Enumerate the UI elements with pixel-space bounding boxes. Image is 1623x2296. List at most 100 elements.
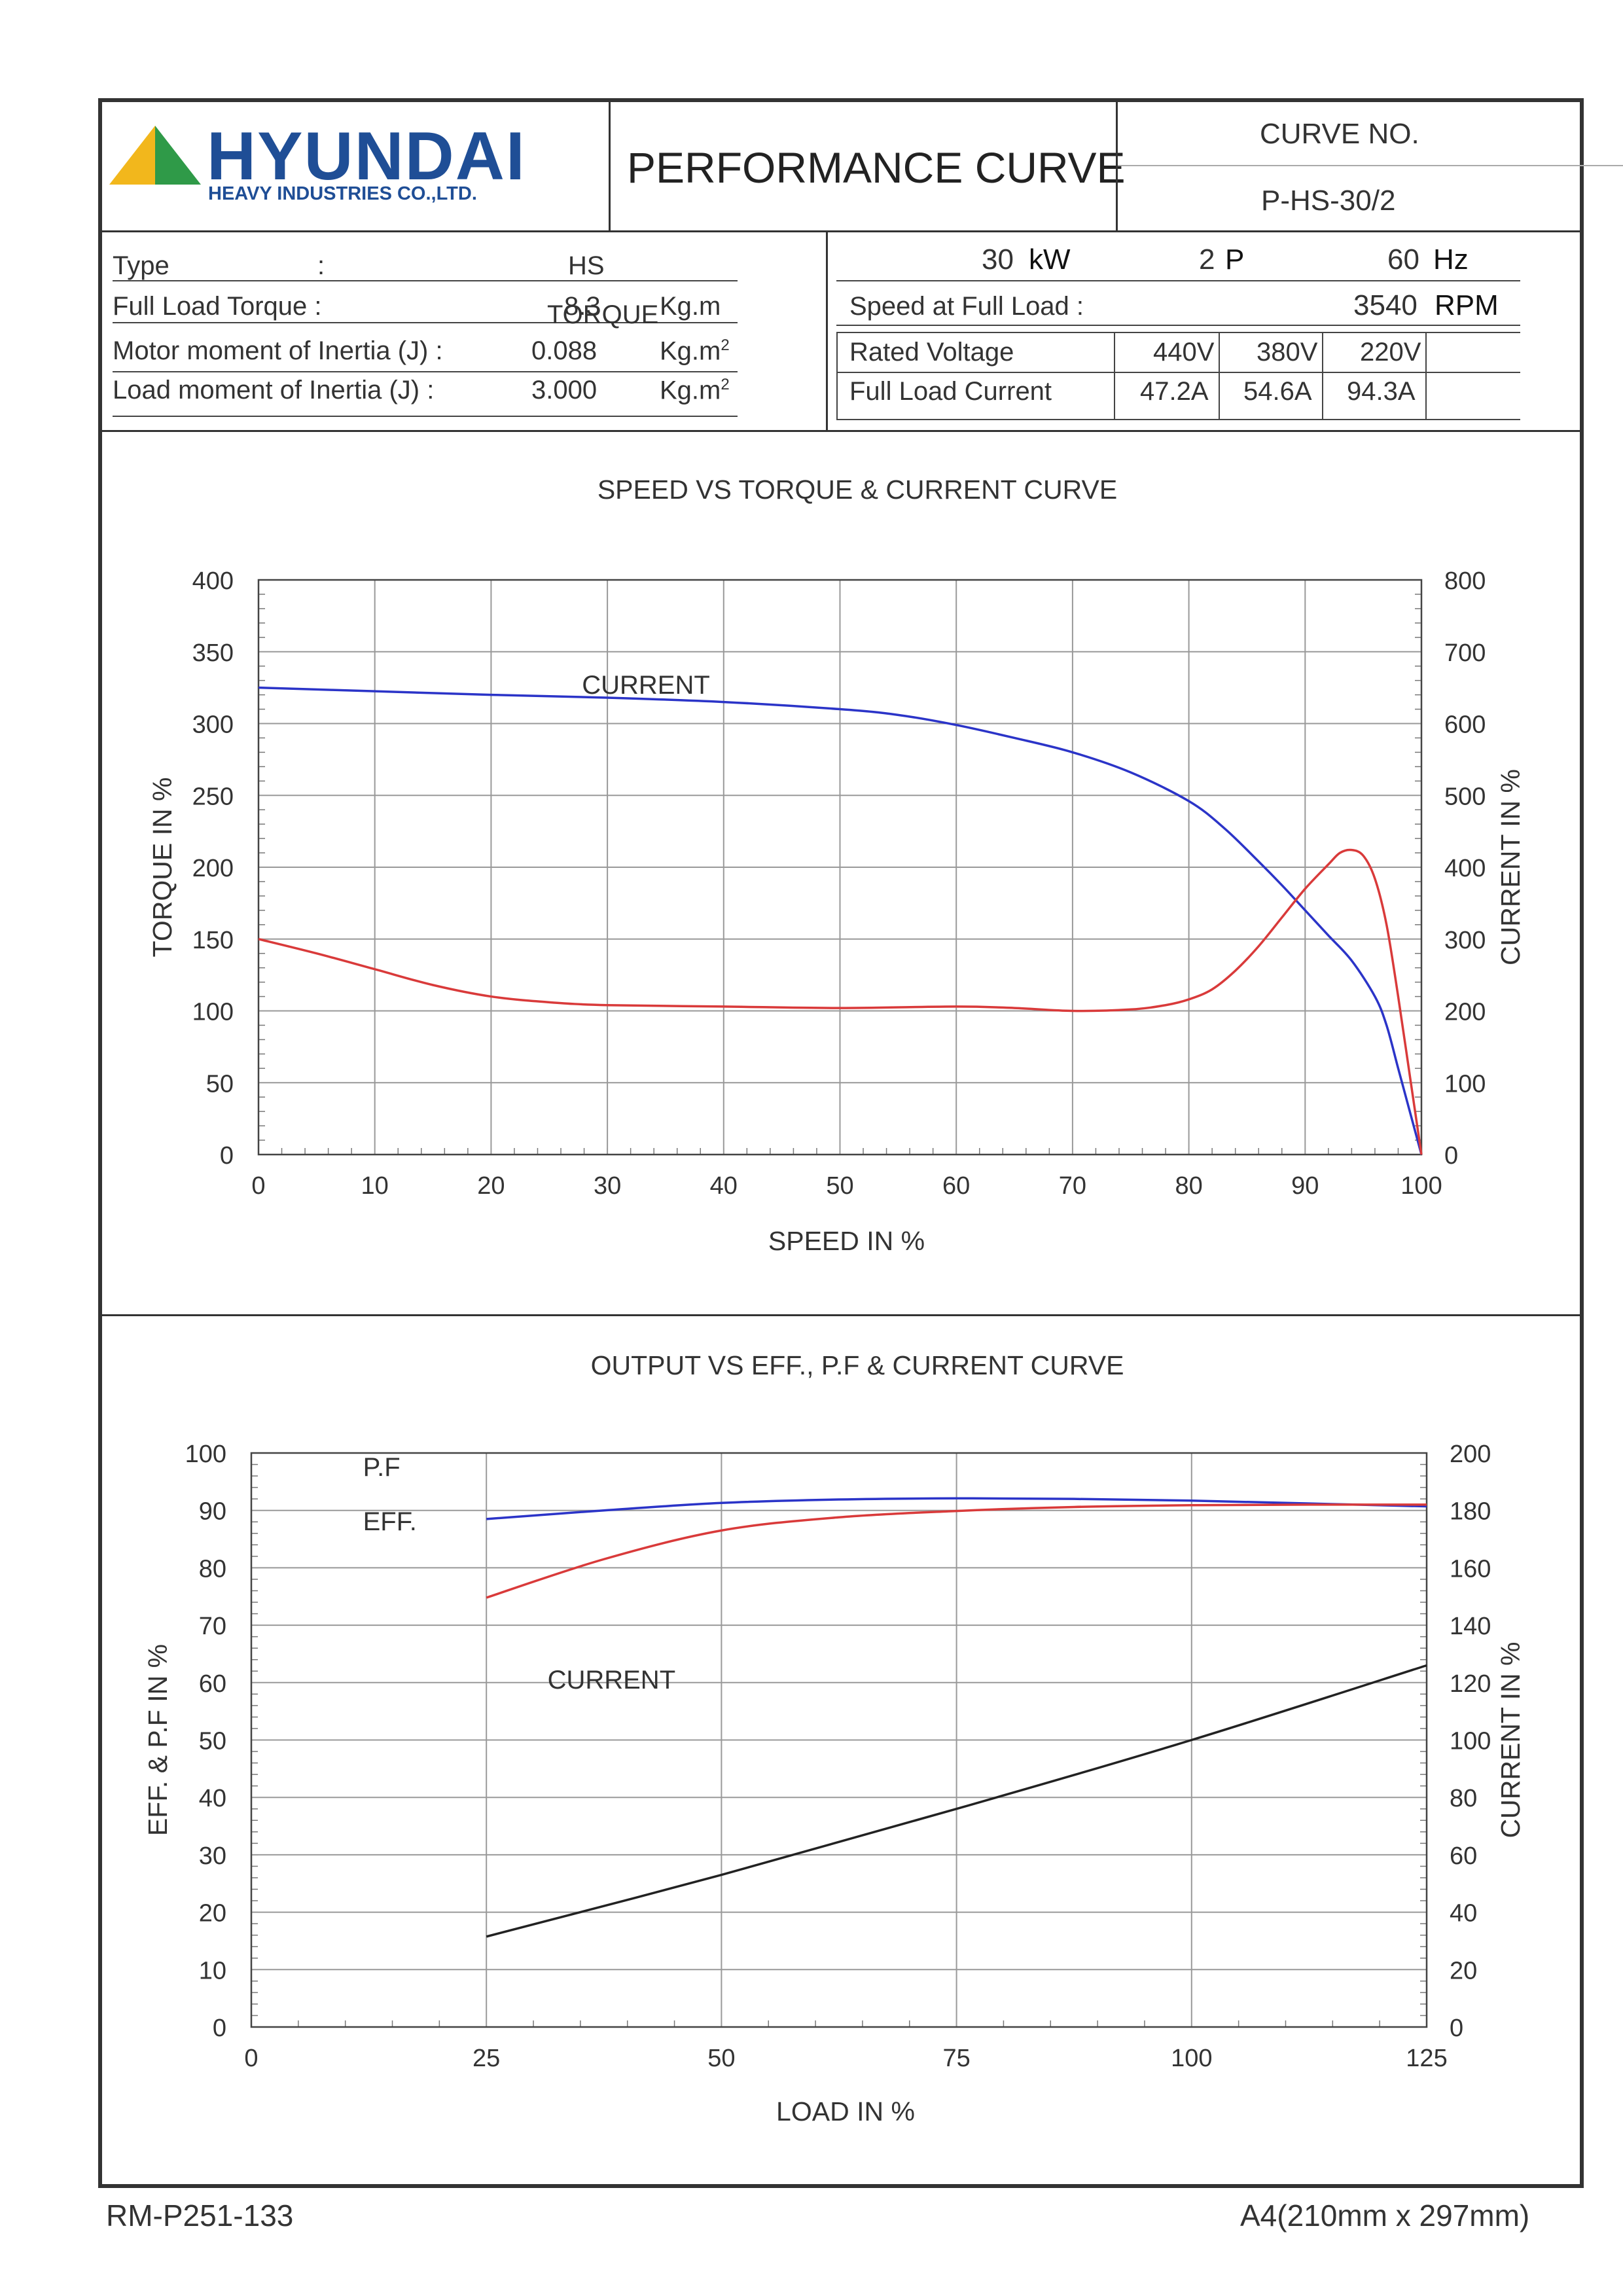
chart1-y-tick-label: 100	[192, 999, 234, 1026]
chart2-y2-tick-label: 120	[1450, 1670, 1491, 1698]
chart1-x-tick-label: 80	[1175, 1172, 1202, 1200]
chart1-series-torque-line	[258, 848, 1423, 1155]
chart2-y-tick-label: 50	[199, 1728, 226, 1755]
chart1-y-tick-label: 250	[192, 783, 234, 810]
chart2-y2-tick-label: 180	[1450, 1498, 1491, 1526]
chart1-annotation-torque: TORQUE	[547, 300, 658, 329]
chart1-x-tick-label: 20	[477, 1172, 505, 1200]
chart2-y-tick-label: 40	[199, 1785, 226, 1812]
chart2-x-tick-label: 75	[942, 2045, 970, 2072]
power-unit: kW	[1029, 243, 1071, 276]
load-inertia-label: Load moment of Inertia (J) :	[113, 376, 435, 404]
chart2-x-tick-label: 125	[1406, 2045, 1447, 2072]
chart1-x-tick-label: 60	[942, 1172, 970, 1200]
page-title: PERFORMANCE CURVE	[627, 143, 1126, 192]
chart1-y2-tick-label: 700	[1444, 639, 1486, 667]
chart2-y2-tick-label: 160	[1450, 1555, 1491, 1583]
frequency-unit: Hz	[1433, 243, 1469, 276]
curve-no-label: CURVE NO.	[1260, 118, 1419, 150]
chart1-y2-tick-label: 600	[1444, 711, 1486, 739]
type-value: HS	[568, 251, 605, 280]
chart1-x-tick-label: 40	[710, 1172, 738, 1200]
chart2-x-tick-label: 0	[244, 2045, 258, 2072]
chart2-y-tick-label: 30	[199, 1842, 226, 1870]
chart1-y2-tick-label: 800	[1444, 567, 1486, 595]
speed-value: 3540	[1353, 289, 1418, 321]
chart1-y-tick-label: 350	[192, 639, 234, 667]
chart1-y-tick-label: 300	[192, 711, 234, 739]
current-220: 94.3A	[1347, 377, 1416, 406]
chart1-y-tick-label: 0	[220, 1142, 234, 1170]
chart1-x-tick-label: 10	[361, 1172, 389, 1200]
chart1-y2-tick-label: 300	[1444, 927, 1486, 954]
voltage-440: 440V	[1153, 338, 1215, 367]
load-inertia-value: 3.000	[531, 376, 597, 404]
chart1-y-axis-label: TORQUE IN %	[147, 778, 177, 958]
chart2-title: OUTPUT VS EFF., P.F & CURRENT CURVE	[591, 1350, 1124, 1380]
type-label: Type	[113, 251, 169, 280]
chart2-y-tick-label: 0	[213, 2015, 226, 2042]
logo-text: HYUNDAI	[207, 118, 526, 194]
rated-voltage-label: Rated Voltage	[849, 338, 1014, 367]
paper-size: A4(210mm x 297mm)	[1240, 2198, 1530, 2233]
current-380: 54.6A	[1243, 377, 1312, 406]
chart2-annotation-current: CURRENT	[548, 1666, 676, 1695]
power-value: 30	[982, 243, 1014, 276]
logo-triangle-icon	[109, 126, 201, 185]
chart2-series-p-f-line	[486, 1503, 1427, 1599]
chart2-x-tick-label: 25	[473, 2045, 500, 2072]
chart2-y-tick-label: 90	[199, 1498, 226, 1526]
chart2-y2-tick-label: 40	[1450, 1900, 1477, 1928]
chart2-y2-tick-label: 20	[1450, 1957, 1477, 1984]
chart2-x-axis-label: LOAD IN %	[776, 2096, 915, 2126]
chart1-y2-tick-label: 400	[1444, 855, 1486, 882]
poles-unit: P	[1225, 243, 1245, 276]
chart2-y-tick-label: 100	[185, 1441, 226, 1468]
chart2-y2-tick-label: 200	[1450, 1441, 1491, 1468]
chart1-x-axis-label: SPEED IN %	[768, 1226, 925, 1256]
chart2-y-tick-label: 10	[199, 1957, 226, 1984]
chart2-series-current-line	[486, 1664, 1427, 1938]
chart2-y2-tick-label: 60	[1450, 1842, 1477, 1870]
chart1-plot-border	[257, 579, 1423, 1156]
full-load-torque-value: 8.3	[564, 292, 601, 321]
chart1-y2-tick-label: 500	[1444, 783, 1486, 810]
chart1-x-tick-label: 70	[1059, 1172, 1086, 1200]
chart1-y2-tick-label: 200	[1444, 999, 1486, 1026]
chart2-y-axis-label: EFF. & P.F IN %	[143, 1644, 173, 1836]
chart1-series-current-line	[258, 686, 1423, 1155]
torque-unit: Kg.m	[660, 292, 721, 321]
chart1-x-tick-label: 0	[251, 1172, 265, 1200]
chart2-plot-border	[250, 1452, 1428, 2028]
speed-unit: RPM	[1435, 289, 1499, 321]
poles-value: 2	[1199, 243, 1215, 276]
chart1-y-tick-label: 150	[192, 927, 234, 954]
chart2-y-tick-label: 70	[199, 1613, 226, 1640]
type-colon: :	[317, 251, 325, 280]
chart2-y2-tick-label: 140	[1450, 1613, 1491, 1640]
chart2-y2-tick-label: 100	[1450, 1728, 1491, 1755]
chart1-annotation-current: CURRENT	[582, 671, 710, 700]
chart2-annotation-eff: EFF.	[363, 1507, 417, 1536]
logo-subtext: HEAVY INDUSTRIES CO.,LTD.	[208, 183, 477, 204]
current-440: 47.2A	[1140, 377, 1209, 406]
chart1-x-tick-label: 30	[594, 1172, 621, 1200]
chart2-y-tick-label: 20	[199, 1900, 226, 1928]
chart1-y2-tick-label: 100	[1444, 1070, 1486, 1098]
chart1-y-tick-label: 200	[192, 855, 234, 882]
chart1-y-tick-label: 50	[206, 1070, 234, 1098]
chart2-series-eff-line	[486, 1497, 1427, 1520]
chart2-y2-tick-label: 0	[1450, 2015, 1463, 2042]
chart2-x-tick-label: 100	[1171, 2045, 1212, 2072]
document-frame	[98, 98, 1584, 2188]
chart2-y-tick-label: 80	[199, 1555, 226, 1583]
full-load-current-label: Full Load Current	[849, 377, 1052, 406]
chart1-x-tick-label: 100	[1400, 1172, 1442, 1200]
motor-inertia-value: 0.088	[531, 336, 597, 365]
frequency-value: 60	[1387, 243, 1419, 276]
chart2-y-tick-label: 60	[199, 1670, 226, 1698]
speed-at-full-load-label: Speed at Full Load :	[849, 292, 1084, 321]
load-inertia-unit: Kg.m2	[660, 376, 730, 405]
chart1-y2-axis-label: CURRENT IN %	[1495, 769, 1525, 965]
